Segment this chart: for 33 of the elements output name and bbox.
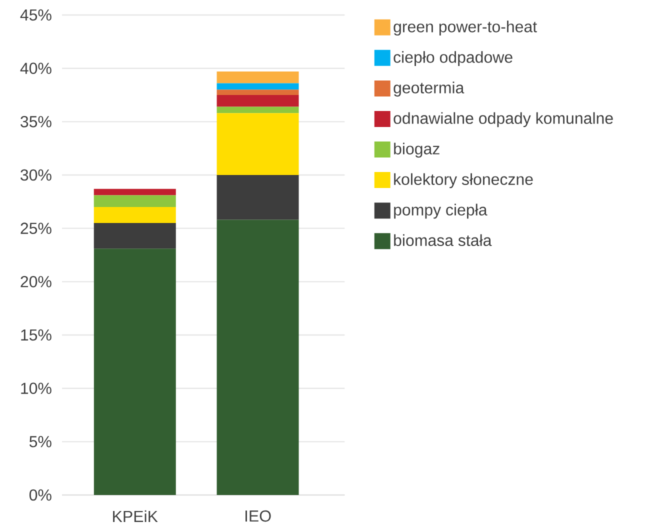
bar xyxy=(216,95,299,107)
bar xyxy=(94,195,176,208)
y-tick-label: 0% xyxy=(29,489,52,501)
bar xyxy=(94,188,176,196)
y-tick-label: 15% xyxy=(21,329,52,341)
y-tick-label: 5% xyxy=(29,436,52,448)
legend-label: biogaz xyxy=(394,142,440,158)
y-tick-label: 40% xyxy=(20,62,52,74)
legend-label: odnawialne odpady komunalne xyxy=(394,112,613,128)
bar xyxy=(94,207,176,224)
y-tick-label: 35% xyxy=(20,116,52,128)
bar xyxy=(94,248,176,495)
legend-label: geotermia xyxy=(394,82,464,97)
legend-label: biomasa stała xyxy=(394,234,492,246)
legend-label: ciepło odpadowe xyxy=(394,51,512,66)
legend-label: pompy ciepła xyxy=(394,204,488,219)
y-tick-label: 30% xyxy=(20,169,52,181)
y-tick-label: 45% xyxy=(20,9,52,21)
legend-label: green power-to-heat xyxy=(394,20,537,36)
bar xyxy=(216,113,299,176)
y-tick-label: 20% xyxy=(20,276,52,288)
bar xyxy=(216,90,299,96)
bar xyxy=(216,72,299,84)
x-tick-label: IEO xyxy=(245,510,271,522)
bar xyxy=(216,175,299,220)
legend-label: kolektory słoneczne xyxy=(394,173,533,188)
bar xyxy=(216,106,299,114)
bar xyxy=(216,220,299,495)
bar xyxy=(94,223,176,249)
y-tick-label: 10% xyxy=(21,382,52,394)
bar xyxy=(216,83,299,90)
y-tick-label: 25% xyxy=(20,222,52,234)
x-tick-label: KPEiK xyxy=(113,510,158,522)
